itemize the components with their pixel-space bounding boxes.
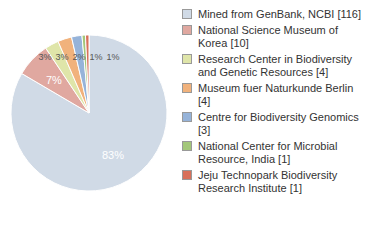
html-text:Centre for Biodiversity Genomi: Centre for Biodiversity Genomics [3]	[198, 111, 359, 136]
svg-text:83%: 83%	[102, 149, 124, 161]
html-text:Research Center in Biodiversit: Research Center in Biodiversity and Gene…	[198, 53, 353, 78]
svg-text:2%: 2%	[72, 52, 85, 62]
html-text:Jeju Technopark Biodiversity R: Jeju Technopark Biodiversity Research In…	[198, 169, 338, 194]
html-text:Museum fuer Naturkunde Berlin: Museum fuer Naturkunde Berlin [4]	[198, 82, 354, 107]
html-text:National Science Museum of Kor: National Science Museum of Korea [10]	[198, 24, 338, 49]
html-text:Mined from GenBank, NCBI [116]: Mined from GenBank, NCBI [116]	[198, 8, 361, 20]
svg-text:7%: 7%	[46, 74, 62, 86]
svg-text:3%: 3%	[38, 52, 51, 62]
svg-text:1%: 1%	[89, 52, 102, 62]
svg-text:1%: 1%	[106, 52, 119, 62]
svg-text:3%: 3%	[55, 52, 68, 62]
html-text:National Center for Microbial: National Center for Microbial Resource, …	[198, 140, 338, 165]
